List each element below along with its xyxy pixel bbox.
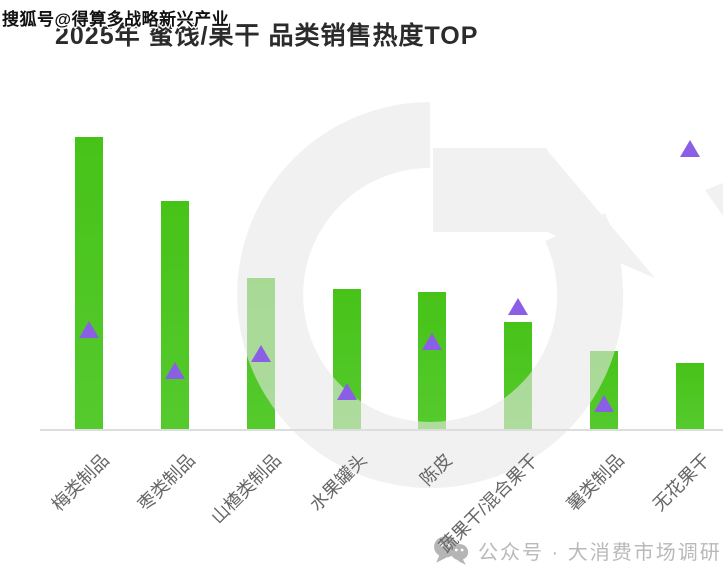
category-label-text: 陈皮	[416, 449, 457, 490]
category-label-text: 水果罐头	[305, 449, 371, 515]
triangle-marker-1	[79, 321, 99, 339]
footer-watermark-text: 公众号 · 大消费市场调研	[478, 541, 722, 564]
category-label-text: 梅类制品	[47, 449, 113, 515]
page-title: 2025年 蜜饯/果干 品类销售热度TOP	[55, 22, 479, 50]
category-label-text: 薯类制品	[563, 449, 629, 515]
bar-5	[418, 292, 447, 430]
bar-2	[160, 201, 189, 430]
triangle-marker-6	[508, 297, 529, 315]
x-axis-line	[40, 429, 723, 431]
triangle-marker-2	[164, 362, 185, 380]
triangle-marker-3	[250, 344, 271, 362]
sohu-watermark: 搜狐号@得算多战略新兴产业	[2, 10, 230, 29]
bar-7	[590, 350, 619, 430]
triangle-marker-8	[679, 139, 700, 157]
triangle-marker-5	[422, 333, 443, 351]
category-label-text: 枣类制品	[133, 449, 199, 515]
category-label-text: 山楂类制品	[206, 449, 285, 528]
bar-1	[75, 137, 103, 430]
bar-8	[675, 362, 704, 430]
bar-6	[504, 321, 533, 430]
category-label-text: 无花果干	[648, 449, 714, 515]
triangle-marker-4	[336, 382, 357, 400]
wechat-icon	[434, 536, 469, 565]
triangle-marker-7	[594, 394, 615, 412]
footer-watermark: 公众号 · 大消费市场调研	[433, 534, 722, 566]
bar-4	[332, 289, 361, 430]
